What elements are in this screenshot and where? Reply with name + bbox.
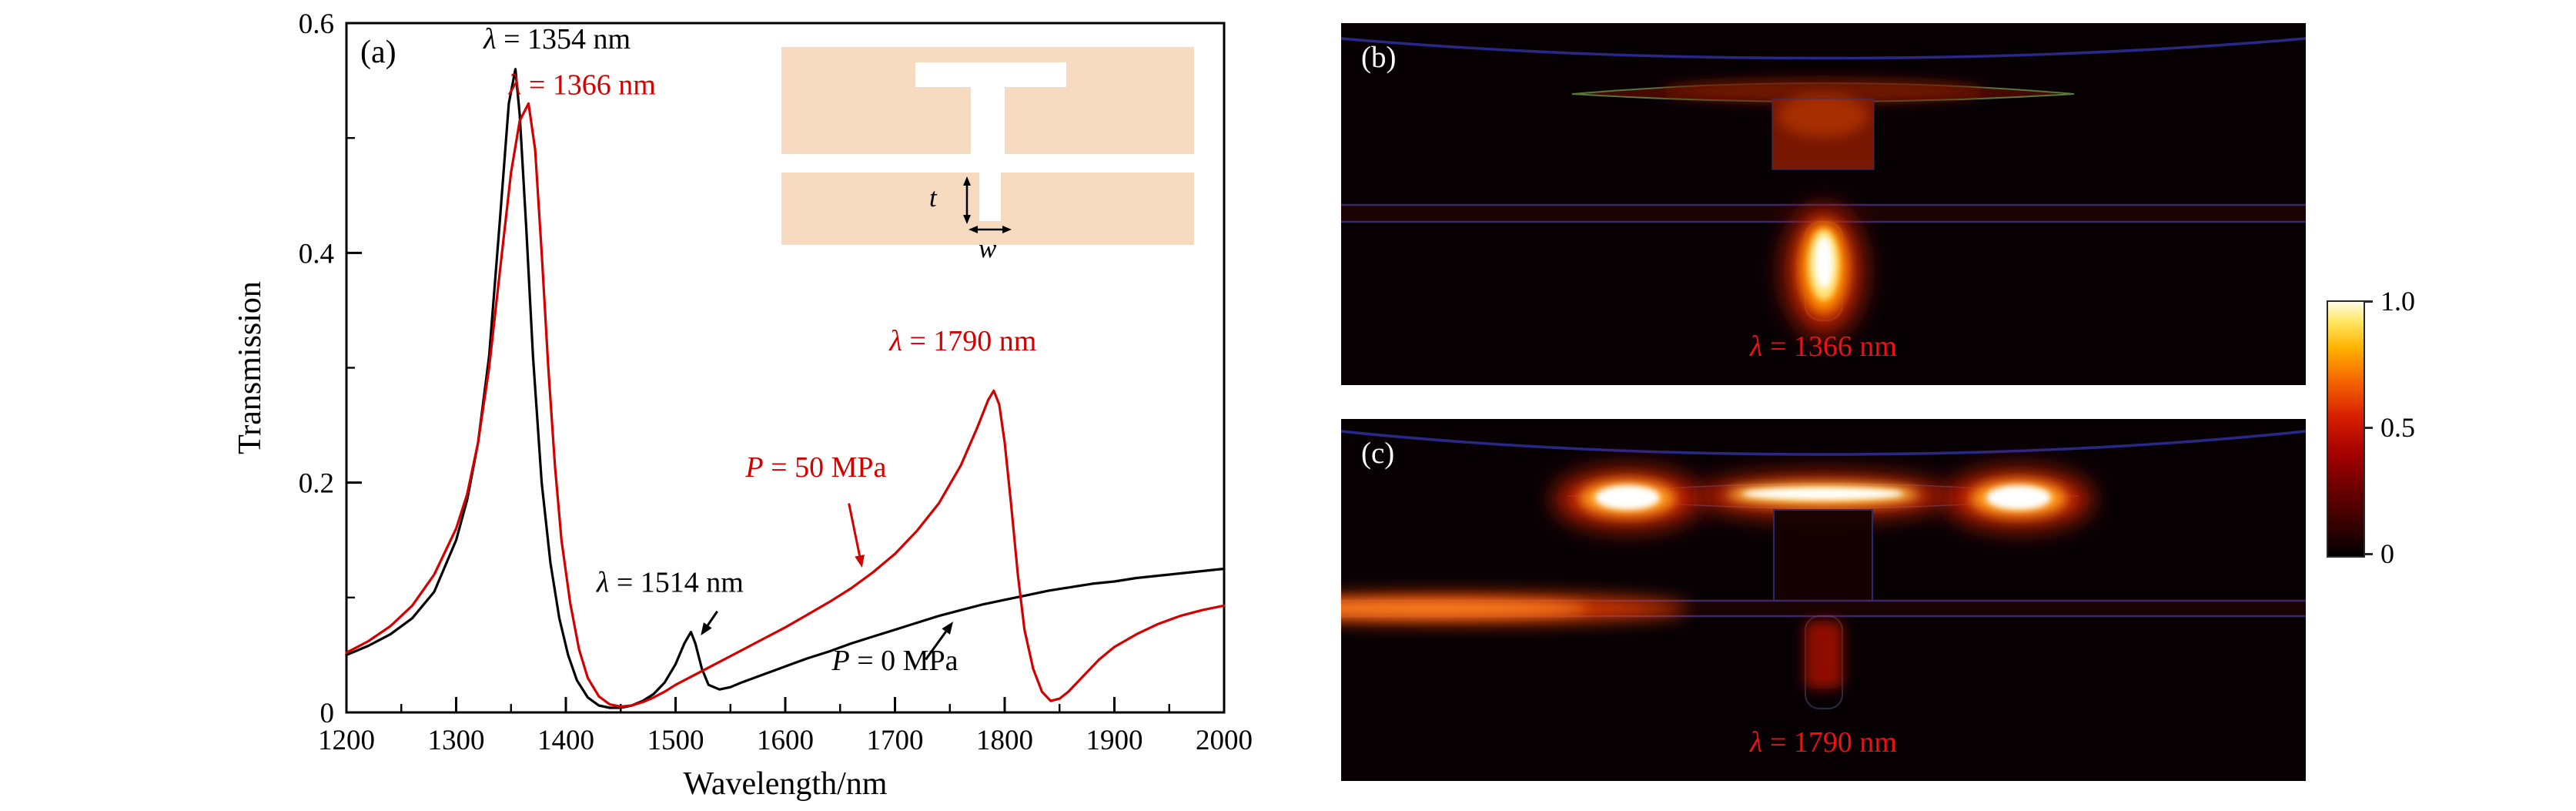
annotation-arrow <box>707 610 718 626</box>
field-map-c <box>1341 419 2306 781</box>
field-panel-c: (c) λ = 1790 nm <box>1341 419 2306 781</box>
field-panel-b: (b) λ = 1366 nm <box>1341 23 2306 385</box>
colorbar <box>2327 300 2365 558</box>
panel-c-wavelength-value: = 1790 nm <box>1762 726 1897 759</box>
annotation: λ = 1790 nm <box>888 325 1036 357</box>
stub-stem-glow <box>1778 94 1868 137</box>
inset-stub-bar-cutout <box>915 62 1066 87</box>
left-antinode-core <box>1595 485 1660 510</box>
y-tick-label: 0 <box>320 698 335 729</box>
colorbar-label-0: 0 <box>2380 538 2394 569</box>
inset-dimension-arrows <box>963 176 1012 233</box>
right-antinode-core <box>1986 485 2051 510</box>
colorbar-tick-mid <box>2364 427 2373 429</box>
annotation-arrow <box>848 503 861 556</box>
slot-hotspot-core <box>1815 236 1833 289</box>
slot-glow <box>1805 621 1843 689</box>
stub-outline <box>1771 98 1875 170</box>
membrane-top-line <box>1341 37 2306 60</box>
x-tick-label: 1600 <box>757 725 814 756</box>
input-waveguide-glow-core <box>1341 600 1587 617</box>
annotation: P = 50 MPa <box>744 451 886 484</box>
annotation: λ = 1514 nm <box>596 566 744 598</box>
colorbar-label-1: 1.0 <box>2380 286 2415 317</box>
y-tick-label: 0.2 <box>299 468 334 500</box>
x-tick-label: 1700 <box>867 725 924 756</box>
x-tick-label: 1200 <box>318 725 375 756</box>
series-P = 0 MPa <box>345 68 1226 709</box>
inset-slot-cutout <box>979 173 1001 221</box>
colorbar-label-05: 0.5 <box>2380 412 2415 443</box>
annotation-arrow <box>925 631 947 661</box>
annotation: P = 0 MPa <box>831 645 958 677</box>
y-axis-label: Transmission <box>233 281 268 454</box>
x-tick-label: 1300 <box>428 725 485 756</box>
y-tick-label: 0.6 <box>299 8 334 40</box>
x-tick-label: 1800 <box>976 725 1033 756</box>
lambda-symbol: λ <box>1750 330 1763 363</box>
transmission-spectrum-chart: 1200 1300 1400 1500 1600 1700 1800 1900 2000 0 0.2… <box>233 8 1253 802</box>
field-map-b <box>1341 23 2306 385</box>
x-tick-label: 1400 <box>537 725 594 756</box>
panel-c-wavelength-label: λ = 1790 nm <box>1341 726 2306 759</box>
panel-b-wavelength-value: = 1366 nm <box>1762 330 1897 363</box>
x-tick-label: 1500 <box>647 725 704 756</box>
membrane-top-line <box>1341 430 2306 456</box>
annotation-arrowhead <box>855 555 865 568</box>
cantilever-glow <box>1661 79 1985 102</box>
series-P = 50 MPa <box>345 102 1226 709</box>
colorbar-tick-top <box>2364 300 2373 303</box>
panel-b-label: (b) <box>1361 41 1397 74</box>
annotation-arrowhead <box>942 622 954 635</box>
x-axis-label: Wavelength/nm <box>684 766 888 802</box>
stub-outline <box>1773 509 1873 603</box>
x-tick-label: 1900 <box>1086 725 1143 756</box>
annotation: λ = 1366 nm <box>508 69 656 101</box>
colorbar-tick-bottom <box>2364 553 2373 555</box>
inset-label-t: t <box>929 183 937 213</box>
x-tick-label: 2000 <box>1196 725 1253 756</box>
panel-c-label: (c) <box>1361 437 1395 470</box>
panel-a-label: (a) <box>360 35 396 70</box>
inset-label-w: w <box>979 233 997 263</box>
y-tick-label: 0.4 <box>299 238 334 270</box>
panel-b-wavelength-label: λ = 1366 nm <box>1341 330 2306 364</box>
inset-stub-stem-cutout <box>971 87 1005 154</box>
structure-inset: t w <box>781 47 1194 272</box>
lambda-symbol: λ <box>1750 726 1763 759</box>
center-streak-core <box>1742 488 1904 500</box>
annotation: λ = 1354 nm <box>483 23 631 55</box>
annotation-arrowhead <box>701 622 712 636</box>
